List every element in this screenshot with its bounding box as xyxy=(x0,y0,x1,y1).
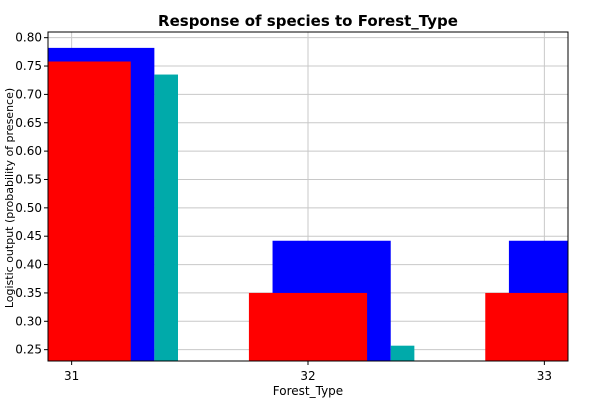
y-axis-label: Logistic output (probability of presence… xyxy=(3,88,16,308)
x-axis-label: Forest_Type xyxy=(273,384,343,398)
y-axis-ticks: 0.25 0.30 0.35 0.40 0.45 0.50 0.55 0.60 0.65 0.70… xyxy=(15,31,48,357)
y-tick-label-3: 0.40 xyxy=(15,258,42,272)
chart-title: Response of species to Forest_Type xyxy=(158,12,458,30)
bars xyxy=(48,47,568,362)
bar-series-1-1 xyxy=(390,345,415,361)
y-tick-label-5: 0.50 xyxy=(15,201,42,215)
y-tick-label-1: 0.30 xyxy=(15,314,42,328)
y-tick-label-7: 0.60 xyxy=(15,144,42,158)
bar-series-2-1 xyxy=(248,292,368,361)
y-tick-label-11: 0.80 xyxy=(15,31,42,45)
y-tick-label-8: 0.65 xyxy=(15,116,42,130)
y-tick-label-9: 0.70 xyxy=(15,87,42,101)
bar-series-1-0 xyxy=(154,74,178,362)
y-tick-label-10: 0.75 xyxy=(15,59,42,73)
y-tick-label-2: 0.35 xyxy=(15,286,42,300)
y-tick-label-0: 0.25 xyxy=(15,343,42,357)
y-tick-label-4: 0.45 xyxy=(15,229,42,243)
y-tick-label-6: 0.55 xyxy=(15,172,42,186)
bar-series-2-0 xyxy=(48,61,131,361)
x-tick-label-2: 33 xyxy=(537,369,552,383)
bar-series-2-2 xyxy=(485,292,568,361)
x-tick-label-0: 31 xyxy=(64,369,79,383)
x-tick-label-1: 32 xyxy=(300,369,315,383)
x-axis-ticks: 31 32 33 xyxy=(64,361,552,383)
